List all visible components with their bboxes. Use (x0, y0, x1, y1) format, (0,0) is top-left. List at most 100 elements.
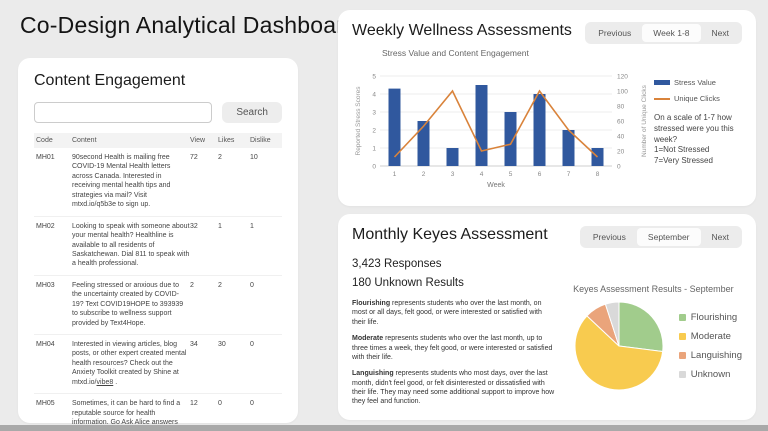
flourishing-definition: Flourishing represents students who over… (352, 300, 542, 326)
week-previous-button[interactable]: Previous (587, 24, 642, 42)
bar-week-4 (475, 85, 488, 166)
content-engagement-title: Content Engagement (34, 72, 186, 89)
svg-text:Week: Week (487, 182, 505, 189)
table-row: MH01 90second Health is mailing free COVI… (34, 148, 282, 217)
column-header: Code (36, 137, 53, 144)
weekly-chart-side: Stress Value Unique Clicks On a scale of… (654, 64, 742, 200)
search-button[interactable]: Search (222, 102, 282, 123)
svg-text:2: 2 (372, 127, 376, 134)
row-likes: 2 (218, 154, 222, 161)
svg-text:Number of Unique Clicks: Number of Unique Clicks (641, 84, 648, 157)
stress-clicks-chart: 0 1 2 3 4 5 0 20 40 60 80 100 120 1 2 3 4 5 6 7 8 Week Reporte… (355, 73, 648, 189)
pie-slice-moderate (574, 315, 663, 391)
unknown-count: 180 Unknown Results (352, 277, 464, 289)
pie-legend-bullet (678, 314, 686, 321)
row-likes: 2 (218, 281, 222, 289)
pie-legend-item-flourishing: Flourishing (678, 312, 742, 323)
search-input[interactable] (34, 102, 213, 123)
row-likes: 30 (218, 341, 226, 348)
bar-week-7 (562, 130, 575, 166)
bar-week-5 (504, 112, 517, 166)
pie-legend-bullet (678, 371, 686, 378)
bar-week-3 (446, 148, 459, 166)
pie-legend-bullet (678, 333, 686, 340)
pie-legend-item-moderate: Moderate (678, 331, 742, 342)
pie-legend-label: Languishing (690, 350, 742, 361)
keyes-definitions: 3,423 Responses 180 Unknown Results Flou… (352, 256, 555, 414)
svg-text:120: 120 (617, 73, 628, 80)
legend-label-stress: Stress Value (674, 78, 716, 87)
stress-value-swatch (654, 80, 670, 85)
table-row: MH02 Looking to speak with someone about … (34, 217, 282, 276)
svg-text:4: 4 (480, 171, 484, 178)
svg-text:100: 100 (617, 88, 628, 95)
keyes-pie-chart (574, 301, 664, 391)
unique-clicks-swatch (654, 97, 670, 100)
pie-legend-label: Unknown (690, 369, 731, 380)
stress-scale-note: On a scale of 1-7 how stressed were you … (654, 113, 734, 166)
svg-text:6: 6 (538, 171, 542, 178)
svg-text:3: 3 (372, 109, 376, 116)
legend-label-clicks: Unique Clicks (674, 94, 720, 103)
month-current-button[interactable]: September (636, 228, 701, 246)
week-next-button[interactable]: Next (701, 24, 740, 42)
svg-text:4: 4 (372, 91, 376, 98)
content-table-header: Code Content View Likes Dislike (34, 133, 282, 148)
pie-slice-unknown (604, 301, 620, 347)
week-range-button[interactable]: Week 1-8 (642, 24, 701, 42)
month-pager: Previous September Next (579, 226, 742, 248)
row-view: 32 (190, 222, 198, 230)
svg-text:7: 7 (567, 171, 571, 178)
row-dislike: 0 (250, 281, 254, 289)
table-row: MH04 Interested in viewing articles, blog… (34, 335, 282, 395)
column-header: Likes (218, 137, 235, 144)
content-engagement-panel: Content Engagement Search Code Content Vie… (18, 58, 298, 431)
row-code: MH01 (36, 154, 55, 161)
weekly-wellness-panel: Weekly Wellness Assessments Previous Wee… (338, 10, 756, 206)
svg-text:3: 3 (451, 171, 455, 178)
row-content: Interested in viewing articles, blog pos… (72, 341, 187, 386)
row-view: 12 (190, 400, 198, 408)
row-dislike: 10 (250, 154, 258, 161)
row-code: MH03 (36, 281, 55, 289)
row-code: MH05 (36, 400, 55, 408)
bar-week-1 (388, 88, 401, 166)
pie-legend-label: Moderate (690, 331, 731, 342)
search-row: Search (34, 102, 282, 123)
row-code: MH04 (36, 341, 55, 348)
month-previous-button[interactable]: Previous (582, 228, 637, 246)
monthly-keyes-panel: Monthly Keyes Assessment Previous Septem… (338, 214, 756, 420)
moderate-definition: Moderate represents students who over th… (352, 335, 553, 361)
content-link[interactable]: vibe8 (96, 378, 114, 386)
svg-text:1: 1 (372, 145, 376, 152)
row-content: Feeling stressed or anxious due to the u… (72, 281, 184, 327)
month-next-button[interactable]: Next (701, 228, 740, 246)
monthly-keyes-title: Monthly Keyes Assessment (352, 226, 548, 243)
content-table-body: MH01 90second Health is mailing free COVI… (34, 148, 282, 431)
svg-text:0: 0 (372, 163, 376, 170)
content-table: Code Content View Likes Dislike MH01 90second… (34, 133, 282, 431)
legend-item-unique-clicks: Unique Clicks (654, 94, 742, 103)
column-header: View (190, 137, 206, 144)
row-content: Looking to speak with someone about your… (72, 222, 190, 268)
weekly-wellness-title: Weekly Wellness Assessments (352, 22, 572, 39)
svg-text:0: 0 (617, 163, 621, 170)
bar-week-6 (533, 94, 546, 166)
column-header: Dislike (250, 137, 271, 144)
legend-item-stress-value: Stress Value (654, 78, 742, 87)
row-code: MH02 (36, 222, 55, 230)
row-dislike: 1 (250, 222, 254, 230)
svg-text:60: 60 (617, 118, 625, 125)
unique-clicks-line (393, 89, 599, 158)
pie-legend-item-unknown: Unknown (678, 369, 742, 380)
row-dislike: 0 (250, 400, 254, 408)
svg-text:2: 2 (422, 171, 426, 178)
weekly-chart-title: Stress Value and Content Engagement (382, 48, 529, 58)
svg-text:8: 8 (596, 171, 600, 178)
row-view: 72 (190, 154, 198, 161)
svg-text:Reported Stress Scores: Reported Stress Scores (355, 86, 362, 156)
svg-text:5: 5 (372, 73, 376, 80)
svg-text:1: 1 (393, 171, 397, 178)
languishing-definition: Languishing represents students who most… (352, 370, 555, 406)
table-row: MH03 Feeling stressed or anxious due to t… (34, 276, 282, 335)
